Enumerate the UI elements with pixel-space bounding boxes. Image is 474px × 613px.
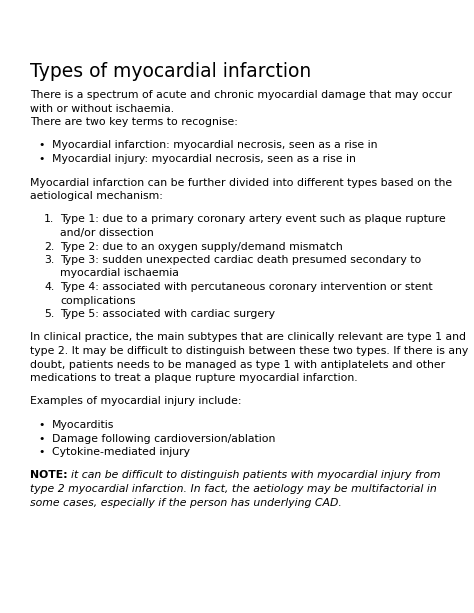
Text: Myocardial infarction: myocardial necrosis, seen as a rise in: Myocardial infarction: myocardial necros…	[52, 140, 377, 151]
Text: Type 3: sudden unexpected cardiac death presumed secondary to: Type 3: sudden unexpected cardiac death …	[60, 255, 421, 265]
Text: NOTE:: NOTE:	[30, 471, 72, 481]
Text: Damage following cardioversion/ablation: Damage following cardioversion/ablation	[52, 433, 275, 443]
Text: with or without ischaemia.: with or without ischaemia.	[30, 104, 174, 113]
Text: •: •	[38, 154, 45, 164]
Text: 3.: 3.	[44, 255, 54, 265]
Text: Cytokine-mediated injury: Cytokine-mediated injury	[52, 447, 190, 457]
Text: Types of myocardial infarction: Types of myocardial infarction	[30, 62, 311, 81]
Text: it can be difficult to distinguish patients with myocardial injury from: it can be difficult to distinguish patie…	[72, 471, 441, 481]
Text: 4.: 4.	[44, 282, 54, 292]
Text: In clinical practice, the main subtypes that are clinically relevant are type 1 : In clinical practice, the main subtypes …	[30, 332, 466, 343]
Text: Examples of myocardial injury include:: Examples of myocardial injury include:	[30, 397, 241, 406]
Text: complications: complications	[60, 295, 136, 305]
Text: 1.: 1.	[44, 215, 54, 224]
Text: •: •	[38, 140, 45, 151]
Text: Type 1: due to a primary coronary artery event such as plaque rupture: Type 1: due to a primary coronary artery…	[60, 215, 446, 224]
Text: 2.: 2.	[44, 242, 54, 251]
Text: medications to treat a plaque rupture myocardial infarction.: medications to treat a plaque rupture my…	[30, 373, 357, 383]
Text: doubt, patients needs to be managed as type 1 with antiplatelets and other: doubt, patients needs to be managed as t…	[30, 359, 445, 370]
Text: There are two key terms to recognise:: There are two key terms to recognise:	[30, 117, 238, 127]
Text: Myocarditis: Myocarditis	[52, 420, 114, 430]
Text: Type 2: due to an oxygen supply/demand mismatch: Type 2: due to an oxygen supply/demand m…	[60, 242, 343, 251]
Text: and/or dissection: and/or dissection	[60, 228, 154, 238]
Text: •: •	[38, 420, 45, 430]
Text: •: •	[38, 433, 45, 443]
Text: 5.: 5.	[44, 309, 54, 319]
Text: Myocardial injury: myocardial necrosis, seen as a rise in: Myocardial injury: myocardial necrosis, …	[52, 154, 356, 164]
Text: Type 5: associated with cardiac surgery: Type 5: associated with cardiac surgery	[60, 309, 275, 319]
Text: type 2 myocardial infarction. In fact, the aetiology may be multifactorial in: type 2 myocardial infarction. In fact, t…	[30, 484, 437, 494]
Text: type 2. It may be difficult to distinguish between these two types. If there is : type 2. It may be difficult to distingui…	[30, 346, 468, 356]
Text: some cases, especially if the person has underlying CAD.: some cases, especially if the person has…	[30, 498, 342, 508]
Text: There is a spectrum of acute and chronic myocardial damage that may occur: There is a spectrum of acute and chronic…	[30, 90, 452, 100]
Text: myocardial ischaemia: myocardial ischaemia	[60, 268, 179, 278]
Text: Myocardial infarction can be further divided into different types based on the: Myocardial infarction can be further div…	[30, 178, 452, 188]
Text: Type 4: associated with percutaneous coronary intervention or stent: Type 4: associated with percutaneous cor…	[60, 282, 433, 292]
Text: •: •	[38, 447, 45, 457]
Text: aetiological mechanism:: aetiological mechanism:	[30, 191, 163, 201]
